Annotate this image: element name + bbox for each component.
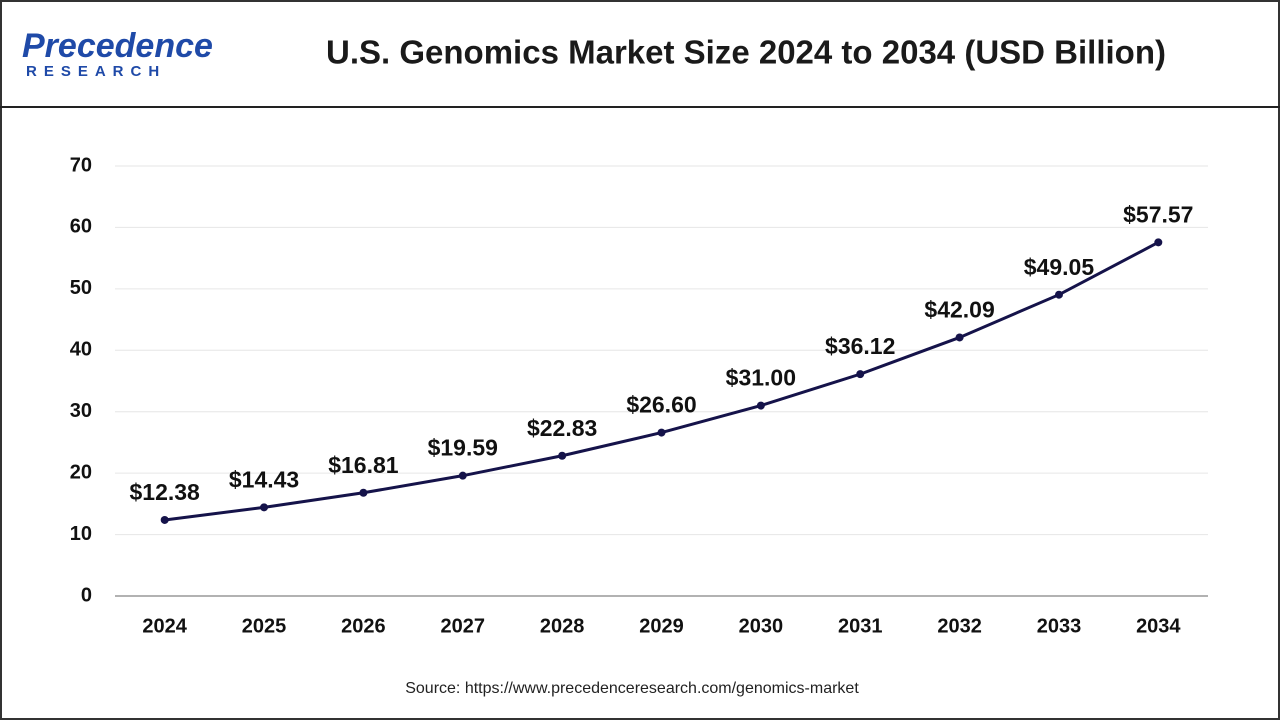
- x-tick-label: 2029: [639, 615, 684, 637]
- x-tick-label: 2032: [937, 615, 982, 637]
- data-point: [856, 370, 865, 379]
- x-tick-label: 2031: [838, 615, 883, 637]
- y-tick-label: 60: [70, 216, 92, 238]
- logo-tagline: RESEARCH: [26, 63, 166, 80]
- x-tick-label: 2025: [242, 615, 287, 637]
- data-point: [1154, 238, 1163, 247]
- data-point: [359, 488, 368, 497]
- data-point: [756, 401, 765, 410]
- x-tick-label: 2028: [540, 615, 585, 637]
- logo-name: Precedence: [22, 27, 213, 65]
- data-point: [160, 515, 169, 524]
- x-tick-label: 2030: [739, 615, 784, 637]
- data-label: $14.43: [229, 466, 299, 492]
- x-tick-label: 2026: [341, 615, 386, 637]
- data-point: [260, 503, 269, 512]
- data-label: $16.81: [328, 452, 399, 478]
- y-tick-label: 10: [70, 523, 92, 545]
- data-point: [657, 428, 666, 437]
- data-label: $31.00: [726, 365, 796, 391]
- y-tick-label: 0: [81, 584, 92, 606]
- data-point: [1054, 290, 1063, 299]
- data-label: $12.38: [130, 479, 201, 505]
- source-note: Source: https://www.precedenceresearch.c…: [405, 680, 859, 697]
- x-tick-label: 2034: [1136, 615, 1181, 637]
- y-tick-label: 30: [70, 400, 92, 422]
- y-tick-label: 50: [70, 277, 92, 299]
- y-tick-label: 20: [70, 461, 92, 483]
- data-label: $49.05: [1024, 254, 1095, 280]
- chart-title: U.S. Genomics Market Size 2024 to 2034 (…: [326, 34, 1166, 71]
- data-label: $26.60: [626, 392, 696, 418]
- y-tick-label: 40: [70, 339, 92, 361]
- data-point: [458, 471, 467, 480]
- data-label: $36.12: [825, 333, 895, 359]
- data-point: [955, 333, 964, 342]
- data-point: [558, 451, 567, 460]
- y-tick-label: 70: [70, 154, 92, 176]
- data-label: $22.83: [527, 415, 597, 441]
- x-tick-label: 2027: [441, 615, 486, 637]
- x-tick-label: 2033: [1037, 615, 1082, 637]
- data-label: $19.59: [428, 435, 498, 461]
- data-label: $57.57: [1123, 201, 1193, 227]
- data-label: $42.09: [924, 297, 994, 323]
- x-tick-label: 2024: [142, 615, 187, 637]
